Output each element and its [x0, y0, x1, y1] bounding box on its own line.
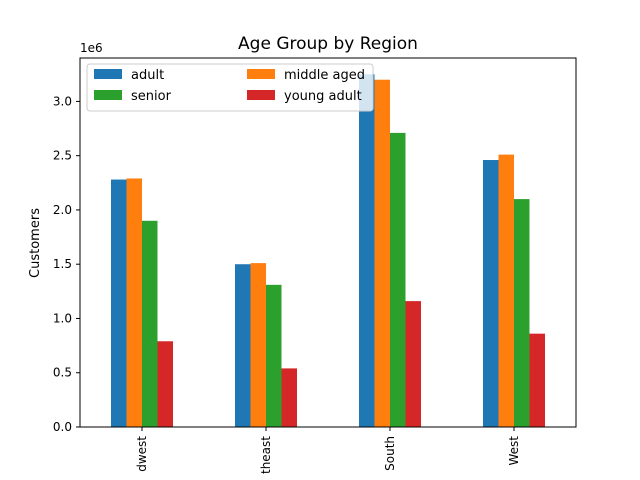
bar-adult-midwest: [111, 179, 127, 427]
bar-middle-aged-northeast: [250, 263, 266, 427]
legend-label-middle-aged: middle aged: [284, 68, 365, 83]
legend-swatch-senior: [94, 90, 122, 100]
x-tick-label: West: [507, 436, 521, 466]
bar-middle-aged-west: [498, 154, 514, 427]
bar-senior-northeast: [266, 284, 282, 427]
bar-middle-aged-midwest: [126, 178, 142, 427]
bar-young-adult-northeast: [281, 368, 297, 427]
bar-adult-west: [483, 160, 499, 427]
y-tick-label: 0.5: [53, 366, 72, 380]
legend-label-adult: adult: [131, 68, 164, 83]
bar-middle-aged-south: [374, 79, 390, 427]
bar-young-adult-west: [529, 333, 545, 427]
bar-adult-south: [359, 74, 375, 427]
x-tick-label: theast: [259, 436, 273, 474]
plot-area: 0.0 0.5 1.0 1.5 2.0 2.5 3.0 dwest theast South Wes…: [53, 57, 577, 474]
y-tick-label: 0.0: [53, 420, 72, 434]
bar-adult-northeast: [235, 264, 251, 427]
x-tick-label: South: [383, 436, 397, 471]
bars-group: [111, 74, 545, 427]
legend: adult middle aged senior young adult: [86, 63, 374, 112]
bar-young-adult-midwest: [157, 341, 173, 427]
y-tick-label: 2.5: [53, 149, 72, 163]
plot-frame: [79, 57, 577, 428]
bar-young-adult-south: [405, 301, 421, 427]
y-axis-offset-label: 1e6: [80, 41, 103, 55]
bar-senior-west: [514, 199, 530, 427]
legend-swatch-young-adult: [247, 90, 275, 100]
y-axis-label: Customers: [28, 208, 43, 278]
legend-label-senior: senior: [131, 89, 172, 104]
legend-swatch-adult: [94, 69, 122, 79]
legend-label-young-adult: young adult: [284, 89, 362, 104]
x-tick-label: dwest: [135, 436, 149, 472]
chart-title: Age Group by Region: [238, 34, 418, 54]
y-tick-label: 1.0: [53, 311, 72, 325]
bar-senior-south: [390, 132, 406, 427]
y-tick-label: 1.5: [53, 257, 72, 271]
bar-senior-midwest: [142, 220, 158, 427]
legend-frame: [86, 63, 374, 112]
legend-swatch-middle-aged: [247, 69, 275, 79]
y-tick-label: 3.0: [53, 94, 72, 108]
y-tick-label: 2.0: [53, 203, 72, 217]
